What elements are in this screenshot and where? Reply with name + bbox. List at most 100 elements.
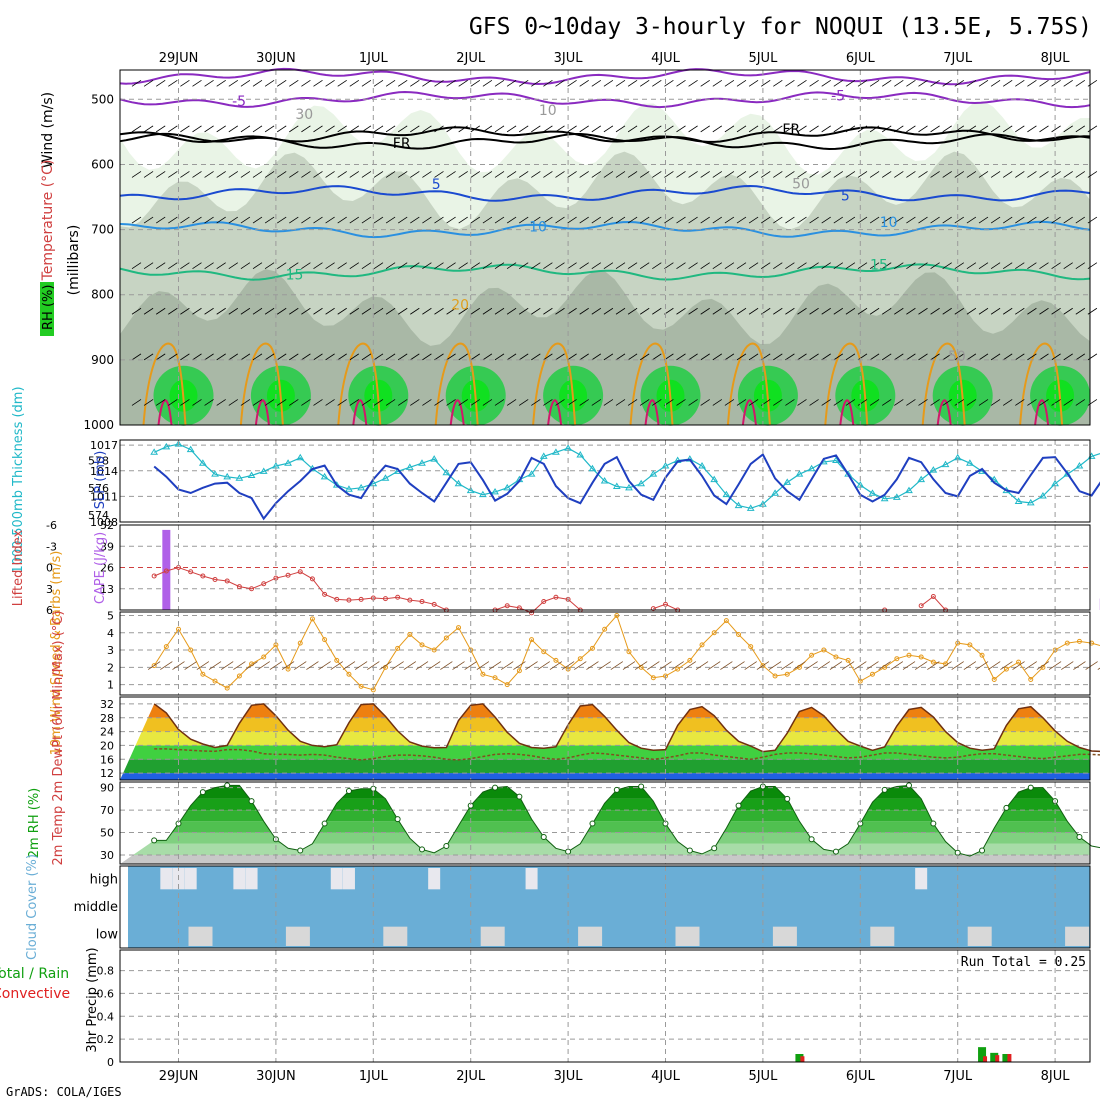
- wind-barb: [180, 171, 190, 178]
- wind-barb: [845, 353, 856, 361]
- rh-axis-label: 2m RH (%): [27, 788, 42, 859]
- wind-barb: [906, 125, 916, 133]
- wind-speed-marker: [809, 652, 815, 658]
- wind-speed-marker: [407, 631, 413, 637]
- precip-tick: 0.6: [97, 987, 115, 1000]
- rh-marker: [516, 793, 523, 800]
- wind-barb: [216, 262, 226, 270]
- wind-barb: [518, 125, 529, 133]
- wind-speed-marker: [541, 649, 547, 655]
- wind-barb: [869, 262, 880, 270]
- ua-tick-label: 900: [91, 353, 114, 367]
- wind-barb: [894, 171, 904, 178]
- rh-band: [120, 855, 1090, 864]
- wind-barb: [712, 353, 723, 361]
- wind-barb: [458, 125, 468, 133]
- wind-barb: [966, 262, 977, 270]
- wind-barb: [216, 399, 226, 406]
- wind-barb: [422, 399, 432, 406]
- cloud-high-block: [915, 868, 928, 890]
- rh-marker: [711, 845, 718, 852]
- wind-barb: [736, 399, 747, 406]
- wind-barb: [978, 216, 989, 224]
- date-label-bottom: 5JUL: [748, 1069, 778, 1084]
- wind-barb: [724, 216, 735, 224]
- thickness-marker: [1014, 497, 1023, 504]
- panel-frame-wind: [119, 611, 1091, 696]
- wind-barb-10m: [622, 661, 636, 670]
- temp-contour-20: [142, 342, 187, 426]
- wind-barb: [809, 399, 819, 406]
- wind-barb: [869, 307, 880, 315]
- wind-barb: [422, 307, 432, 315]
- ua-tick-label: 500: [91, 92, 114, 106]
- thickness-marker: [612, 482, 621, 489]
- wind-barb: [954, 399, 965, 406]
- wind-barb: [531, 353, 541, 361]
- li-tick: 0: [46, 562, 53, 575]
- wind-barb: [1075, 216, 1086, 224]
- wind-barb-10m: [281, 661, 295, 670]
- temp-contour-25: [449, 399, 465, 426]
- wind-barb: [724, 125, 735, 133]
- rh-marker: [540, 834, 547, 841]
- wind-barb: [688, 216, 698, 224]
- wind-barb: [1063, 353, 1073, 361]
- wind-barb: [821, 79, 831, 87]
- cloud-level-high: high: [90, 873, 118, 888]
- wind-barb: [397, 399, 408, 406]
- wind-barb: [869, 79, 880, 87]
- wind-barb: [180, 79, 190, 87]
- wind-barb: [918, 353, 928, 361]
- wind-barb: [506, 399, 517, 406]
- cloud-low-block: [967, 926, 992, 946]
- panel-frame-pr: [119, 949, 1091, 1063]
- li-marker: [358, 596, 364, 602]
- rh-marker: [297, 847, 304, 854]
- wind-barb: [470, 125, 481, 133]
- wind-barb: [458, 353, 468, 361]
- wind-barb: [700, 399, 710, 406]
- date-label-top: 1JUL: [359, 51, 389, 66]
- wind-barb: [397, 79, 408, 87]
- li-marker: [382, 596, 388, 602]
- wind-barb-10m: [427, 661, 441, 670]
- wind-barb: [857, 399, 868, 406]
- wind-barb: [325, 262, 335, 270]
- wind-barb: [579, 262, 589, 270]
- wind-barb: [204, 171, 214, 178]
- wind-barb: [349, 171, 360, 178]
- wind-barb: [760, 125, 771, 133]
- wind-barb: [470, 171, 481, 178]
- wind-barb: [978, 171, 989, 178]
- wind-barb: [289, 262, 299, 270]
- li-marker: [151, 573, 157, 579]
- wind-barb: [966, 307, 977, 315]
- wind-speed-marker: [894, 656, 900, 662]
- panel-frame-ua: [119, 69, 1091, 426]
- li-marker: [188, 569, 194, 575]
- wind-barb: [325, 79, 335, 87]
- rh-marker: [199, 789, 206, 796]
- wind-barb: [579, 307, 589, 315]
- li-tick: 6: [46, 604, 53, 617]
- wind-barb: [434, 262, 444, 270]
- wind-barb: [700, 125, 710, 133]
- wind-barb: [700, 171, 710, 178]
- wind-barb: [894, 399, 904, 406]
- wind-barb: [313, 79, 323, 87]
- wind-barb: [289, 79, 299, 87]
- date-label-bottom: 8JUL: [1041, 1069, 1071, 1084]
- wind-barb: [446, 353, 456, 361]
- wind-barb: [216, 79, 226, 87]
- wind-barb-10m: [257, 661, 270, 670]
- wind-barb: [845, 262, 856, 270]
- contour-label: FR: [393, 136, 411, 152]
- wind-speed-marker: [504, 682, 510, 688]
- cloud-high-block: [330, 868, 343, 890]
- wind-barb: [434, 307, 444, 315]
- ua-tick-label: 700: [91, 223, 114, 237]
- temp-contour-20: [824, 342, 869, 426]
- wind-barb: [567, 307, 577, 315]
